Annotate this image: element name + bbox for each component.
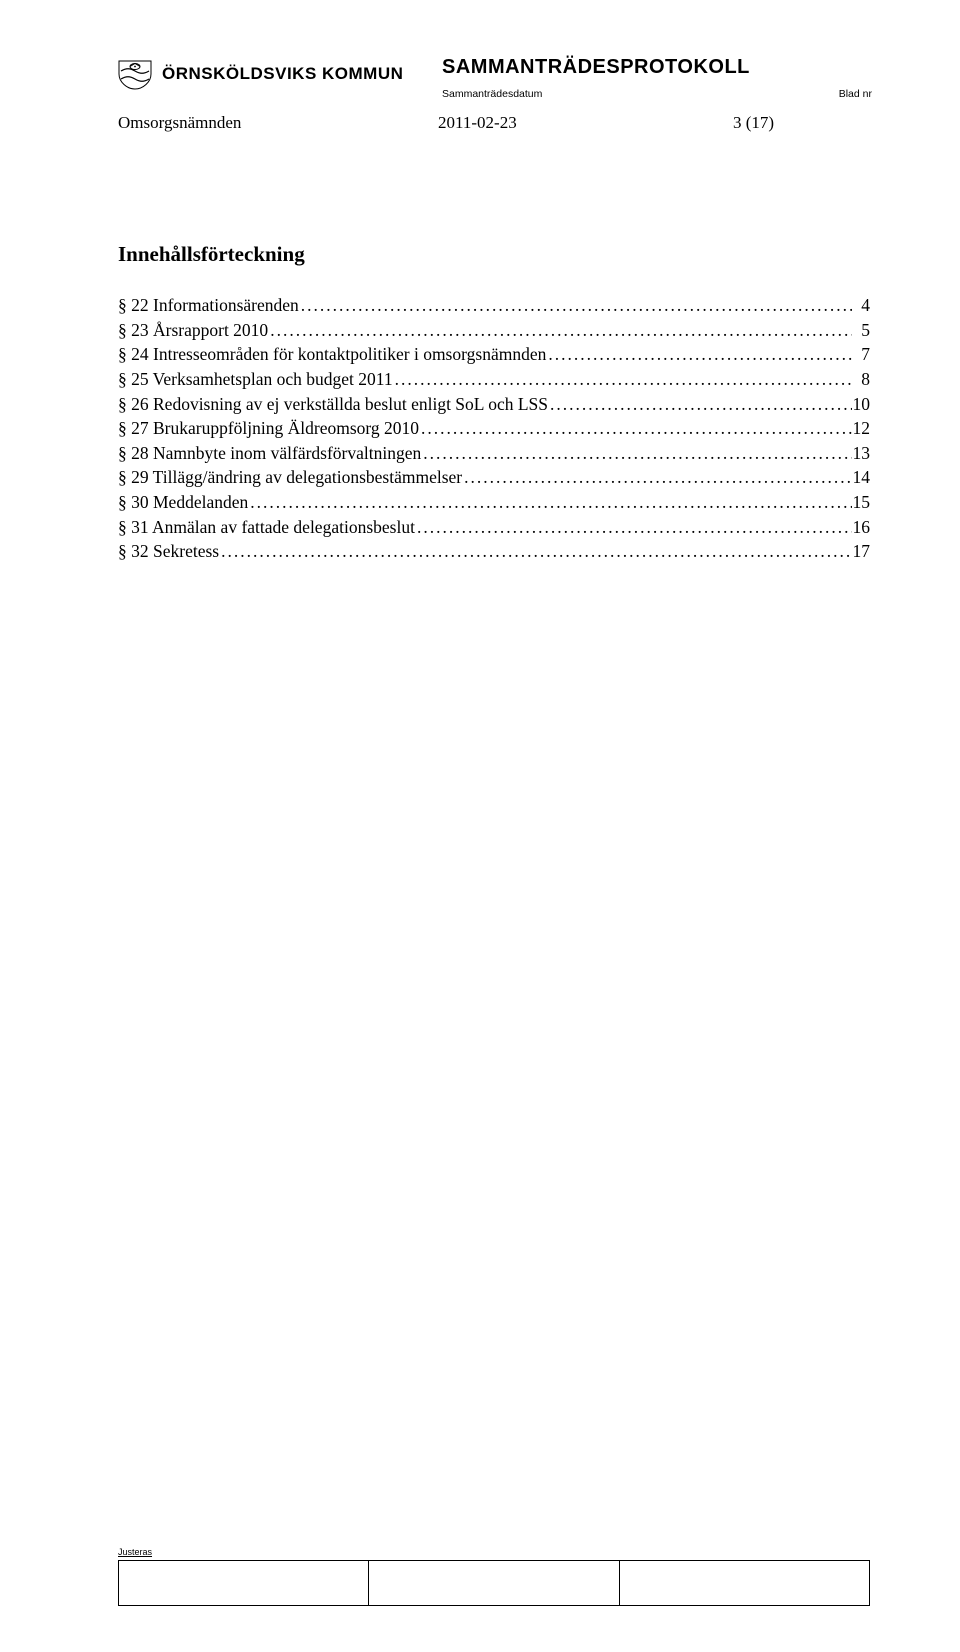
toc-item: § 29 Tillägg/ändring av delegationsbestä… xyxy=(118,467,870,487)
toc-item: § 28 Namnbyte inom välfärdsförvaltningen… xyxy=(118,443,870,463)
toc-leader-dots xyxy=(219,541,852,561)
committee-name: Omsorgsnämnden xyxy=(118,113,438,133)
toc-item: § 25 Verksamhetsplan och budget 2011 8 xyxy=(118,369,870,389)
signature-cell xyxy=(119,1561,369,1606)
toc-item: § 31 Anmälan av fattade delegationsbeslu… xyxy=(118,517,870,537)
toc-item-page: 4 xyxy=(852,295,870,315)
toc-leader-dots xyxy=(393,369,852,389)
toc-leader-dots xyxy=(421,443,852,463)
signature-cell xyxy=(369,1561,619,1606)
toc-item: § 26 Redovisning av ej verkställda beslu… xyxy=(118,394,870,414)
toc-item: § 27 Brukaruppföljning Äldreomsorg 2010 … xyxy=(118,418,870,438)
toc-item-page: 10 xyxy=(852,394,870,414)
document-title: SAMMANTRÄDESPROTOKOLL xyxy=(442,56,750,79)
toc-leader-dots xyxy=(299,295,852,315)
toc-heading: Innehållsförteckning xyxy=(118,242,870,267)
signature-table xyxy=(118,1560,870,1606)
meta-row: Sammanträdesdatum Blad nr xyxy=(442,88,872,100)
toc-item-label: § 30 Meddelanden xyxy=(118,492,248,512)
toc-item-page: 15 xyxy=(852,492,870,512)
page-number: 3 (17) xyxy=(733,113,870,133)
toc-item-label: § 25 Verksamhetsplan och budget 2011 xyxy=(118,369,393,389)
toc-item-label: § 28 Namnbyte inom välfärdsförvaltningen xyxy=(118,443,421,463)
toc-item-page: 7 xyxy=(852,344,870,364)
toc-item-label: § 29 Tillägg/ändring av delegationsbestä… xyxy=(118,467,462,487)
toc-leader-dots xyxy=(248,492,852,512)
toc-item-label: § 24 Intresseområden för kontaktpolitike… xyxy=(118,344,546,364)
toc-leader-dots xyxy=(548,394,852,414)
municipality-crest-icon xyxy=(118,60,152,90)
toc-item-label: § 23 Årsrapport 2010 xyxy=(118,320,268,340)
toc-item-page: 8 xyxy=(852,369,870,389)
footer-justeras-label: Justeras xyxy=(118,1547,152,1557)
meta-right-label: Blad nr xyxy=(839,88,872,100)
table-of-contents: Innehållsförteckning § 22 Informationsär… xyxy=(118,242,870,566)
toc-item: § 30 Meddelanden 15 xyxy=(118,492,870,512)
toc-item-label: § 32 Sekretess xyxy=(118,541,219,561)
footer: Justeras xyxy=(118,1542,870,1606)
toc-leader-dots xyxy=(268,320,852,340)
session-date: 2011-02-23 xyxy=(438,113,733,133)
toc-item-label: § 22 Informationsärenden xyxy=(118,295,299,315)
municipality-name: ÖRNSKÖLDSVIKS KOMMUN xyxy=(162,64,403,84)
toc-item-page: 14 xyxy=(852,467,870,487)
toc-leader-dots xyxy=(546,344,852,364)
toc-item-page: 17 xyxy=(852,541,870,561)
committee-row: Omsorgsnämnden 2011-02-23 3 (17) xyxy=(118,113,870,133)
toc-item-label: § 31 Anmälan av fattade delegationsbeslu… xyxy=(118,517,415,537)
page: ÖRNSKÖLDSVIKS KOMMUN SAMMANTRÄDESPROTOKO… xyxy=(0,0,960,1652)
toc-item: § 23 Årsrapport 2010 5 xyxy=(118,320,870,340)
toc-leader-dots xyxy=(462,467,852,487)
toc-item-page: 13 xyxy=(852,443,870,463)
toc-item-label: § 27 Brukaruppföljning Äldreomsorg 2010 xyxy=(118,418,419,438)
meta-left-label: Sammanträdesdatum xyxy=(442,88,542,100)
toc-item-page: 12 xyxy=(852,418,870,438)
toc-item: § 32 Sekretess 17 xyxy=(118,541,870,561)
toc-item-page: 16 xyxy=(852,517,870,537)
toc-leader-dots xyxy=(419,418,852,438)
signature-cell xyxy=(619,1561,869,1606)
toc-item-label: § 26 Redovisning av ej verkställda beslu… xyxy=(118,394,548,414)
toc-item-page: 5 xyxy=(852,320,870,340)
toc-item: § 24 Intresseområden för kontaktpolitike… xyxy=(118,344,870,364)
toc-leader-dots xyxy=(415,517,852,537)
toc-item: § 22 Informationsärenden 4 xyxy=(118,295,870,315)
